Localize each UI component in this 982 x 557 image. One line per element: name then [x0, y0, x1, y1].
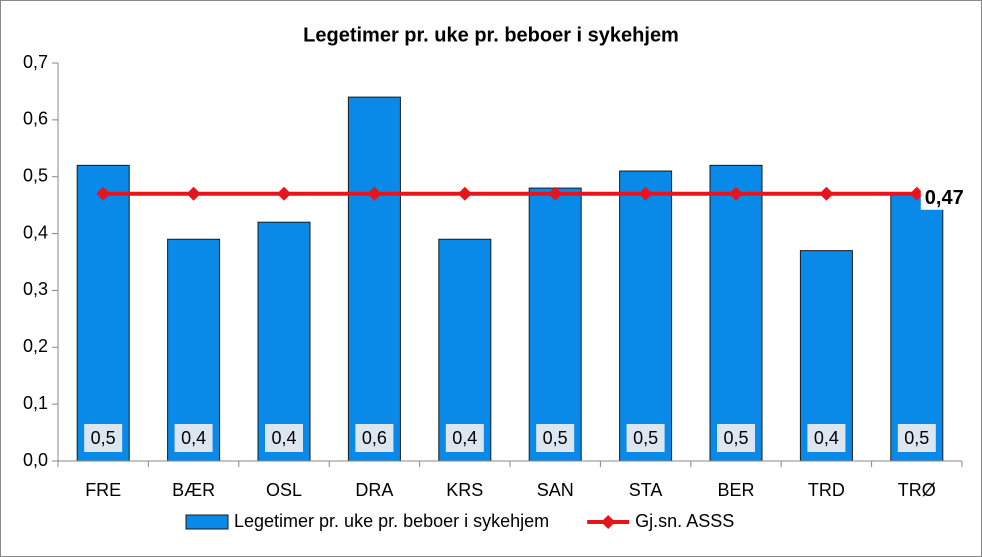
y-tick-label: 0,7 [23, 52, 48, 72]
x-tick-label: STA [629, 480, 663, 500]
marker [186, 186, 201, 201]
bar [619, 170, 673, 462]
value-label: 0,5 [633, 428, 658, 448]
value-label: 0,5 [91, 428, 116, 448]
value-label: 0,5 [723, 428, 748, 448]
x-tick-label: TRØ [898, 480, 936, 500]
value-label: 0,5 [904, 428, 929, 448]
x-tick-label: BÆR [172, 480, 215, 500]
bar [890, 193, 944, 462]
bar [528, 187, 582, 462]
marker [457, 186, 472, 201]
y-tick-label: 0,1 [23, 393, 48, 413]
value-label: 0,47 [925, 187, 964, 209]
value-label: 0,4 [181, 428, 206, 448]
x-tick-label: FRE [85, 480, 121, 500]
legend-label: Legetimer pr. uke pr. beboer i sykehjem [234, 511, 549, 531]
marker [729, 186, 743, 201]
value-label-box [897, 424, 936, 452]
chart-title: Legetimer pr. uke pr. beboer i sykehjem [303, 24, 679, 46]
bar [347, 96, 401, 462]
x-tick-label: KRS [446, 480, 483, 500]
legend-label: Gj.sn. ASSS [635, 511, 734, 531]
bar [76, 164, 130, 462]
value-label-box [265, 424, 303, 452]
value-label: 0,5 [543, 428, 568, 448]
value-label-box [174, 424, 213, 452]
x-tick-label: OSL [266, 480, 302, 500]
legend-marker [601, 515, 616, 529]
value-label: 0,4 [452, 428, 477, 448]
marker [638, 186, 653, 201]
value-label-box [445, 424, 484, 452]
value-label-box [355, 424, 394, 452]
value-label-box [84, 424, 123, 452]
value-label-box [807, 424, 846, 452]
x-tick-label: SAN [537, 480, 574, 500]
marker [548, 186, 563, 201]
marker [96, 186, 111, 201]
value-label: 0,4 [271, 428, 296, 448]
y-tick-label: 0,2 [23, 336, 48, 356]
legend-swatch [185, 514, 229, 530]
value-label-box [536, 424, 575, 452]
value-label: 0,6 [362, 428, 387, 448]
value-label-box [626, 424, 665, 452]
marker [819, 186, 834, 201]
marker [277, 186, 291, 201]
y-tick-label: 0,4 [23, 222, 48, 242]
y-tick-label: 0,0 [23, 450, 48, 470]
x-tick-label: TRD [808, 480, 845, 500]
x-tick-label: BER [717, 480, 754, 500]
y-tick-label: 0,6 [23, 109, 48, 129]
marker [909, 186, 924, 201]
value-label-box [717, 424, 755, 452]
value-label-box [920, 177, 973, 210]
bar [257, 221, 311, 462]
value-label: 0,4 [814, 428, 839, 448]
y-tick-label: 0,5 [23, 165, 48, 185]
x-tick-label: DRA [355, 480, 393, 500]
marker [367, 186, 382, 201]
bar [709, 164, 763, 462]
y-tick-label: 0,3 [23, 279, 48, 299]
